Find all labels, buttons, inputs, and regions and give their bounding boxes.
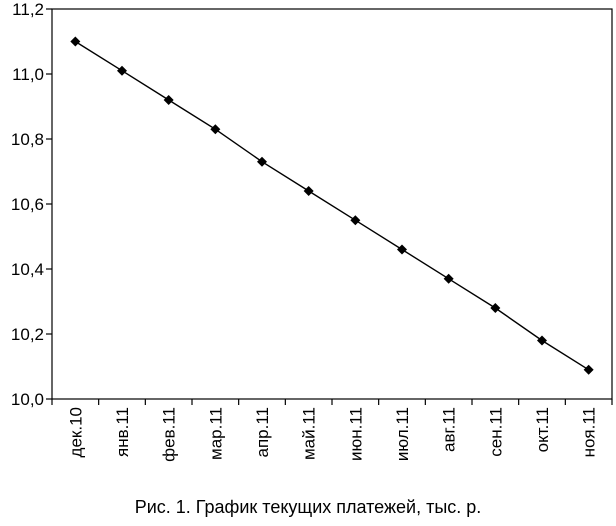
- data-point-marker: [117, 65, 127, 76]
- y-tick-label: 11,2: [12, 0, 44, 19]
- data-point-marker: [303, 186, 314, 196]
- data-point-marker: [583, 364, 594, 375]
- data-point-marker: [537, 335, 547, 346]
- data-point-marker: [210, 124, 221, 135]
- x-tick-label: мар.11: [206, 407, 225, 460]
- x-tick-label: фев.11: [160, 407, 179, 462]
- series-line: [74, 40, 590, 371]
- y-tick-label: 10,2: [11, 325, 44, 344]
- line-chart: 10,0 10,2 10,4 10,6 10,8 11,0 11,2 дек.10 янв.11…: [11, 0, 613, 462]
- y-tick-label: 10,0: [11, 390, 44, 409]
- x-tick-label: июл.11: [393, 407, 412, 461]
- plot-frame: [51, 8, 613, 400]
- y-tick-label: 10,4: [11, 260, 44, 279]
- data-point-marker: [350, 215, 361, 226]
- data-point-marker: [70, 36, 81, 47]
- chart-area: 10,0 10,2 10,4 10,6 10,8 11,0 11,2 дек.10 янв.11…: [11, 0, 613, 462]
- x-tick-label: июн.11: [346, 407, 365, 461]
- x-tick-label: апр.11: [253, 407, 272, 458]
- x-tick-label: май.11: [300, 407, 319, 460]
- data-point-marker: [397, 244, 407, 255]
- data-point-marker: [443, 273, 454, 284]
- data-point-marker: [490, 303, 501, 313]
- y-tick-label: 10,6: [11, 195, 44, 214]
- data-point-marker: [257, 156, 267, 167]
- y-tick-label: 11,0: [12, 65, 44, 84]
- data-point-marker: [163, 95, 174, 105]
- x-tick-label: янв.11: [113, 407, 132, 457]
- figure-caption: Рис. 1. График текущих платежей, тыс. р.: [134, 497, 482, 517]
- x-tick-label: дек.10: [66, 407, 85, 457]
- x-tick-label: ноя.11: [580, 407, 599, 457]
- x-tick-label: сен.11: [486, 407, 505, 457]
- y-tick-label: 10,8: [11, 130, 44, 149]
- x-tick-label: авг.11: [440, 407, 459, 452]
- x-tick-label: окт.11: [533, 407, 552, 452]
